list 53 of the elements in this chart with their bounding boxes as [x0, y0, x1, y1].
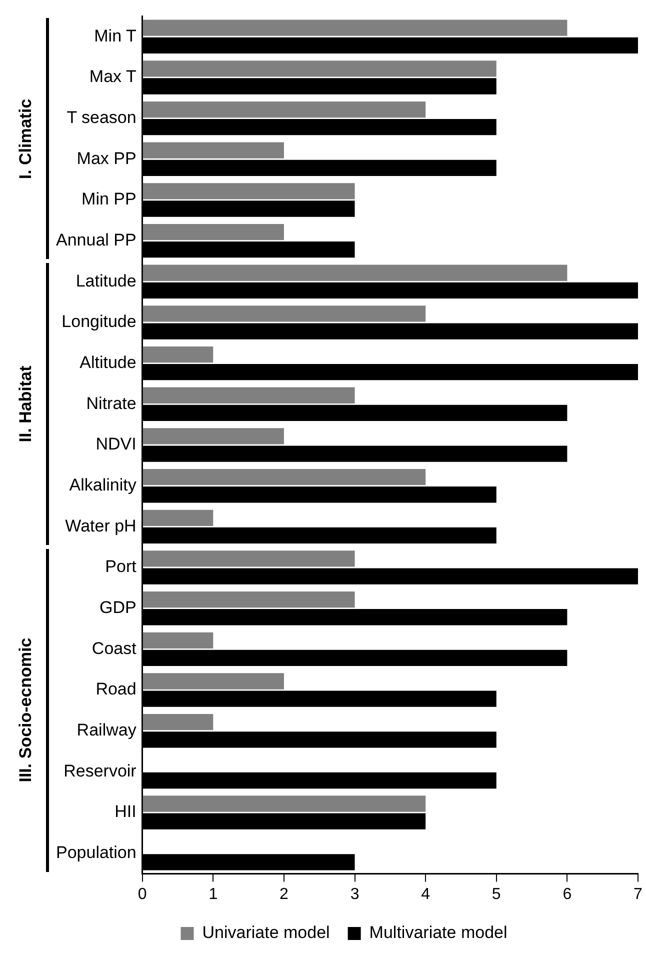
bar [142, 306, 426, 322]
bar [142, 510, 214, 526]
y-tick-label: Min T [94, 26, 136, 46]
y-tick-label: Max PP [76, 148, 136, 168]
y-tick-label: Altitude [80, 353, 136, 372]
bar [142, 264, 568, 281]
y-tick-label: Longitude [62, 312, 136, 332]
y-tick-label: T season [66, 108, 136, 127]
bar [142, 142, 284, 158]
bar [142, 60, 496, 77]
y-tick-label: Population [56, 843, 136, 862]
bar [142, 224, 284, 240]
y-tick-label: Min PP [82, 190, 136, 209]
legend-label: Univariate model [202, 923, 330, 942]
bar [142, 346, 214, 363]
x-tick-label: 0 [138, 886, 147, 903]
bar [142, 632, 214, 648]
y-tick-label: Max T [89, 67, 136, 86]
x-tick-label: 7 [634, 886, 643, 903]
bar [142, 183, 355, 200]
x-tick-label: 4 [421, 886, 430, 903]
x-tick-label: 1 [208, 886, 218, 903]
y-tick-label: Reservoir [64, 761, 137, 780]
bar [142, 20, 568, 36]
bar [142, 101, 426, 118]
y-tick-label: GDP [100, 598, 136, 618]
bar [142, 468, 426, 486]
y-tick-label: Water pH [65, 516, 136, 536]
y-tick-label: Annual PP [56, 230, 136, 250]
bar [142, 796, 426, 812]
y-tick-label: Coast [92, 638, 137, 658]
x-tick-label: 3 [350, 886, 360, 903]
text: III. Socio-ecnomic [16, 638, 36, 783]
text: II. Habitat [16, 366, 36, 442]
y-tick-label: Road [96, 680, 136, 699]
bar [142, 550, 355, 567]
bar [142, 673, 284, 690]
bar [142, 428, 284, 444]
bar [142, 387, 355, 404]
legend-label: Multivariate model [369, 923, 508, 942]
bar [142, 591, 355, 608]
y-tick-label: Alkalinity [69, 476, 137, 495]
y-tick-label: Nitrate [86, 394, 136, 413]
y-tick-label: Latitude [76, 271, 136, 290]
y-tick-label: Port [105, 557, 137, 576]
y-tick-label: Railway [76, 720, 137, 740]
x-tick-label: 2 [280, 886, 289, 903]
text: I. Climatic [16, 98, 36, 179]
bar [142, 714, 214, 730]
y-tick-label: HII [114, 802, 136, 822]
y-tick-label: NDVI [96, 434, 136, 454]
x-tick-label: 5 [492, 886, 501, 903]
x-tick-label: 6 [562, 886, 572, 903]
